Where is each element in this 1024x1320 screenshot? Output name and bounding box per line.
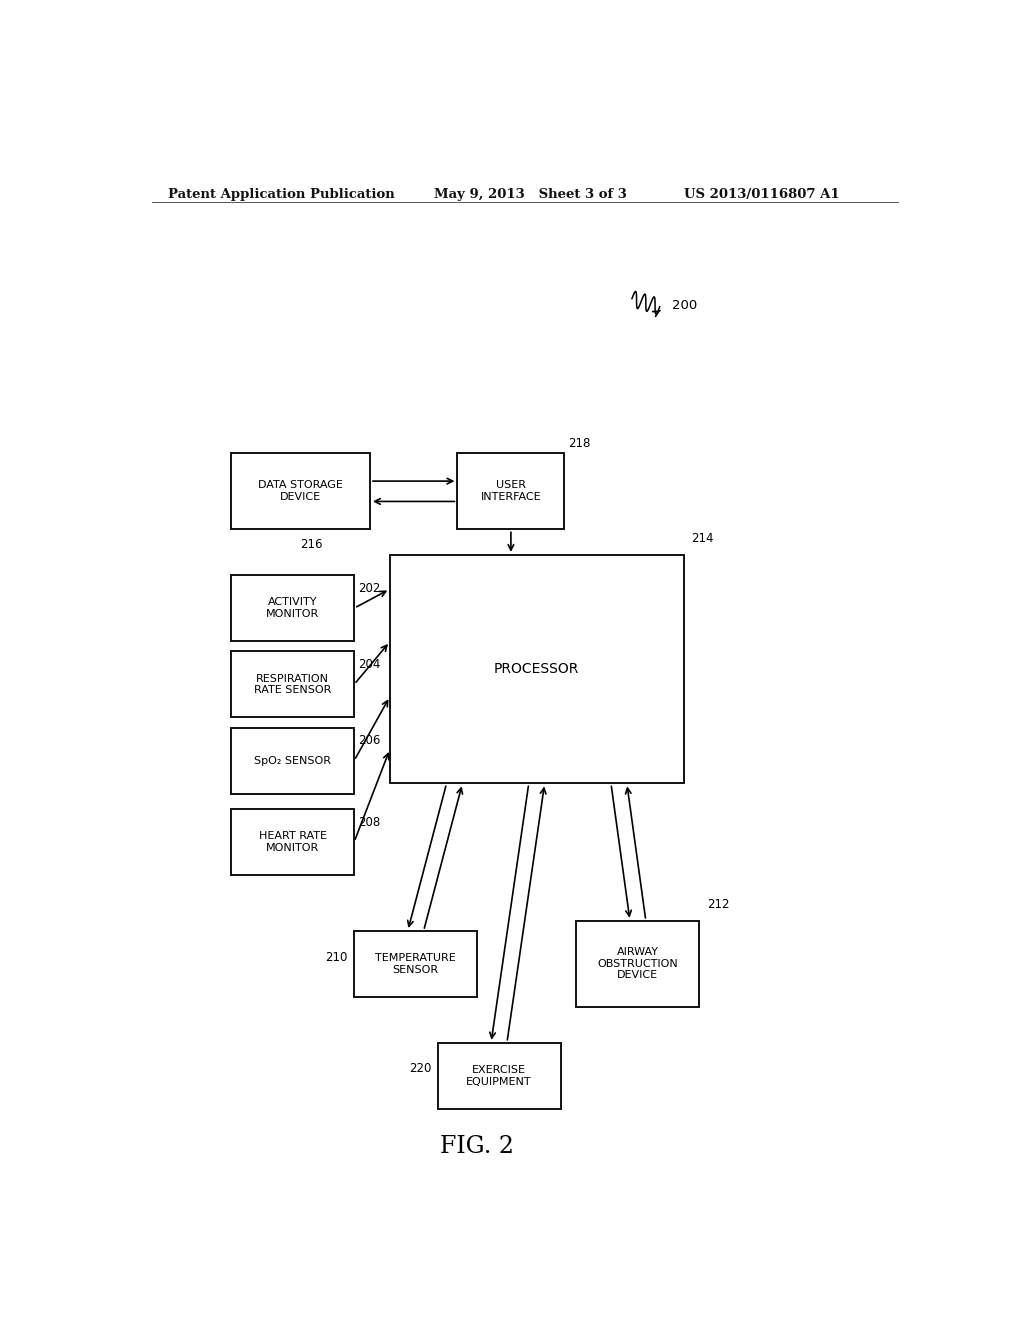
- Text: SpO₂ SENSOR: SpO₂ SENSOR: [254, 755, 331, 766]
- Text: RESPIRATION
RATE SENSOR: RESPIRATION RATE SENSOR: [254, 673, 332, 696]
- Text: May 9, 2013   Sheet 3 of 3: May 9, 2013 Sheet 3 of 3: [433, 187, 627, 201]
- Text: 204: 204: [358, 657, 381, 671]
- Bar: [354, 931, 477, 997]
- Text: 210: 210: [326, 950, 348, 964]
- Text: PROCESSOR: PROCESSOR: [494, 663, 580, 676]
- Bar: [390, 554, 684, 784]
- Text: 200: 200: [672, 300, 697, 313]
- Text: 202: 202: [358, 582, 381, 595]
- Bar: [231, 727, 354, 793]
- Text: HEART RATE
MONITOR: HEART RATE MONITOR: [259, 832, 327, 853]
- Bar: [231, 651, 354, 718]
- Text: US 2013/0116807 A1: US 2013/0116807 A1: [684, 187, 839, 201]
- Text: 218: 218: [568, 437, 591, 450]
- Bar: [458, 453, 564, 529]
- Bar: [231, 809, 354, 875]
- Text: FIG. 2: FIG. 2: [440, 1135, 514, 1158]
- Text: 206: 206: [358, 734, 381, 747]
- Text: Patent Application Publication: Patent Application Publication: [168, 187, 394, 201]
- Text: 212: 212: [708, 898, 730, 911]
- Text: 214: 214: [691, 532, 714, 545]
- Text: DATA STORAGE
DEVICE: DATA STORAGE DEVICE: [258, 480, 343, 502]
- Bar: [231, 453, 370, 529]
- Bar: [577, 921, 699, 1007]
- Text: EXERCISE
EQUIPMENT: EXERCISE EQUIPMENT: [466, 1065, 531, 1086]
- Text: TEMPERATURE
SENSOR: TEMPERATURE SENSOR: [376, 953, 456, 974]
- Text: ACTIVITY
MONITOR: ACTIVITY MONITOR: [266, 598, 319, 619]
- Text: USER
INTERFACE: USER INTERFACE: [480, 480, 542, 502]
- Text: 216: 216: [301, 537, 324, 550]
- Bar: [231, 576, 354, 642]
- Text: 208: 208: [358, 816, 380, 829]
- Text: AIRWAY
OBSTRUCTION
DEVICE: AIRWAY OBSTRUCTION DEVICE: [598, 948, 678, 981]
- Text: 220: 220: [409, 1063, 431, 1076]
- Bar: [437, 1043, 560, 1109]
